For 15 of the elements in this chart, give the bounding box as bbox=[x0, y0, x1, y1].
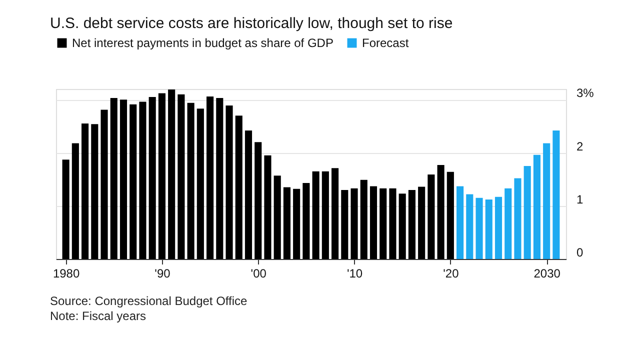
x-tick-label: '10 bbox=[346, 266, 363, 280]
legend-label: Net interest payments in budget as share of GDP bbox=[72, 36, 334, 50]
y-tick-label: 2 bbox=[576, 139, 584, 154]
chart-title: U.S. debt service costs are historically low, though set to rise bbox=[50, 15, 453, 32]
x-tick-label: '90 bbox=[154, 266, 171, 280]
x-tick-label: '00 bbox=[250, 266, 267, 280]
text: Note: Fiscal years bbox=[50, 309, 146, 323]
x-tick-label: 1980 bbox=[52, 266, 80, 280]
y-tick-label: 1 bbox=[576, 192, 584, 206]
y-tick-label: 3% bbox=[576, 86, 594, 100]
x-tick-label: 2030 bbox=[534, 266, 561, 280]
y-tick-label: 0 bbox=[576, 246, 584, 260]
legend-label: Forecast bbox=[362, 36, 410, 50]
source-note: Source: Congressional Budget Office bbox=[50, 294, 248, 308]
x-tick-label: '20 bbox=[443, 266, 460, 280]
